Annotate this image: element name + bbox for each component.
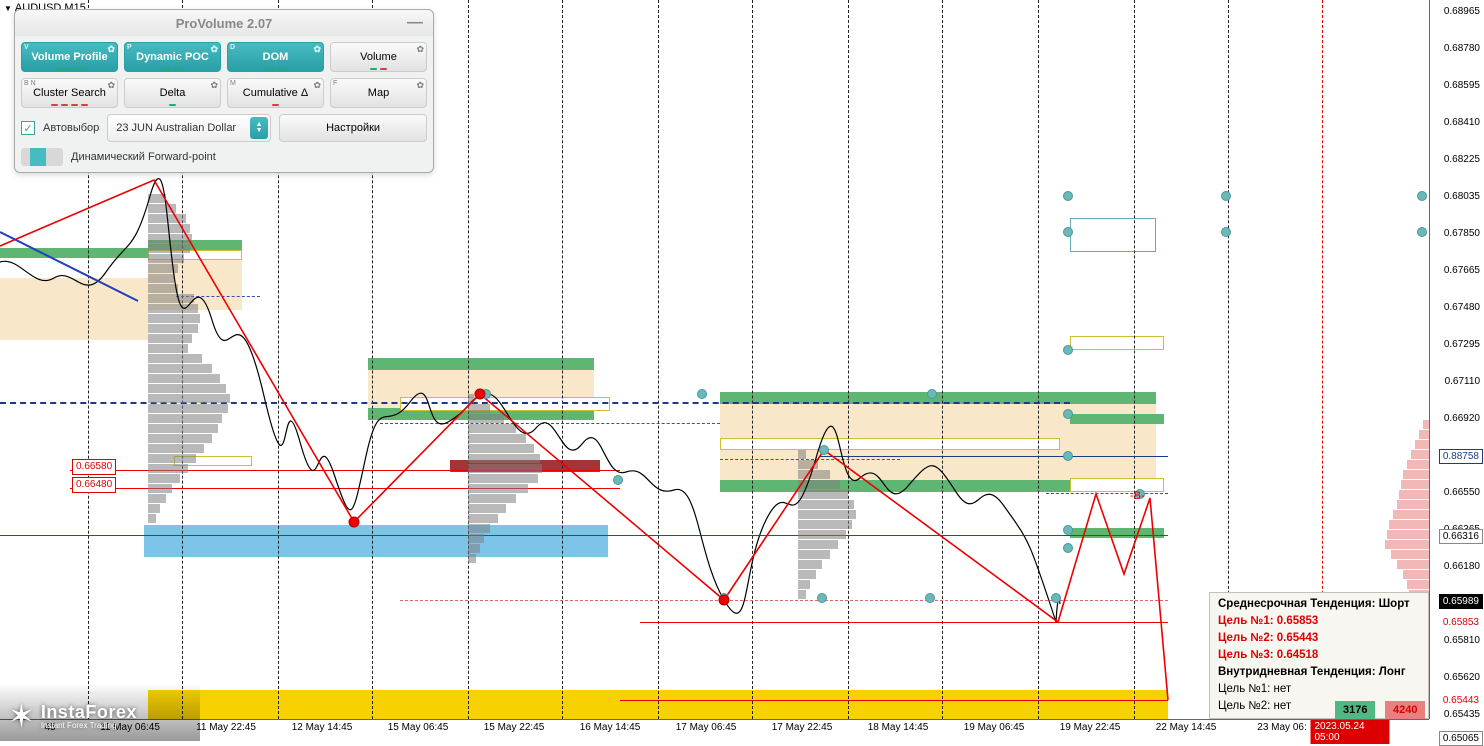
y-tick: 0.68595 [1444, 80, 1480, 91]
instrument-value: 23 JUN Australian Dollar [116, 122, 236, 134]
target-2: Цель №2: 0.65443 [1218, 630, 1420, 647]
y-tick-highlight: 0.88758 [1439, 449, 1483, 464]
target-3: Цель №3: 0.64518 [1218, 647, 1420, 664]
dom-bar [1411, 450, 1429, 459]
x-tick: 19 May 22:45 [1060, 722, 1121, 733]
dom-bar [1399, 490, 1429, 499]
intraday-trend-header: Внутридневная Тенденция: Лонг [1218, 664, 1420, 681]
y-tick: 0.68410 [1444, 117, 1480, 128]
y-tick: 0.67665 [1444, 265, 1480, 276]
x-tick: 19 May 06:45 [964, 722, 1025, 733]
dom-bar [1385, 540, 1429, 549]
target-1: Цель №1: 0.65853 [1218, 613, 1420, 630]
y-tick: 0.65435 [1444, 709, 1480, 720]
pv-btn-dynamic-poc[interactable]: P✿Dynamic POC [124, 42, 221, 72]
target-4: Цель №1: нет [1218, 681, 1420, 698]
zigzag-point-label: -B- [1130, 490, 1145, 502]
dom-bar [1415, 440, 1429, 449]
y-tick: 0.65620 [1444, 672, 1480, 683]
y-tick: 0.66550 [1444, 487, 1480, 498]
y-tick: 0.67480 [1444, 302, 1480, 313]
settings-button[interactable]: Настройки [279, 114, 427, 142]
pv-btn-map[interactable]: F✿Map [330, 78, 427, 108]
panel-row-1: V✿Volume ProfileP✿Dynamic POCD✿DOM✿Volum… [21, 42, 427, 72]
y-tick: 0.68780 [1444, 43, 1480, 54]
x-tick: 22 May 14:45 [1156, 722, 1217, 733]
dom-bar [1407, 460, 1429, 469]
pv-btn-volume-profile[interactable]: V✿Volume Profile [21, 42, 118, 72]
volume-number-box: 3176 [1335, 701, 1375, 719]
dropdown-icon: ▼ [4, 4, 12, 13]
y-tick: 0.66920 [1444, 413, 1480, 424]
forward-point-row: Динамический Forward-point [21, 148, 427, 166]
y-tick: 0.68965 [1444, 6, 1480, 17]
y-tick-highlight: 0.65443 [1439, 693, 1483, 708]
instaforex-logo: ✶ InstaForex Instant Forex Trading [8, 697, 137, 735]
y-tick-highlight: 0.65989 [1439, 594, 1483, 609]
y-tick-highlight: 0.65065 [1439, 731, 1483, 746]
dom-bar [1397, 500, 1429, 509]
panel-title: ProVolume 2.07 [176, 16, 273, 31]
price-label: 0.66480 [72, 477, 116, 493]
y-tick: 0.67850 [1444, 228, 1480, 239]
minimize-icon[interactable]: — [407, 10, 423, 36]
forward-point-toggle[interactable] [21, 148, 63, 166]
dom-bar [1389, 520, 1429, 529]
x-tick: 15 May 22:45 [484, 722, 545, 733]
x-tick-highlight: 2023.05.24 05:00 [1311, 720, 1390, 744]
dom-bar [1403, 570, 1429, 579]
pv-btn-cumulative-[interactable]: M✿Cumulative Δ [227, 78, 324, 108]
x-tick: 12 May 14:45 [292, 722, 353, 733]
panel-body: V✿Volume ProfileP✿Dynamic POCD✿DOM✿Volum… [15, 36, 433, 172]
dom-bar [1401, 480, 1429, 489]
panel-row-2: B N✿Cluster Search✿DeltaM✿Cumulative ΔF✿… [21, 78, 427, 108]
autoselect-label: Автовыбор [43, 122, 99, 134]
pv-btn-delta[interactable]: ✿Delta [124, 78, 221, 108]
y-tick: 0.66180 [1444, 561, 1480, 572]
x-tick: 15 May 06:45 [388, 722, 449, 733]
y-tick-highlight: 0.65853 [1439, 615, 1483, 630]
mid-trend-header: Среднесрочная Тенденция: Шорт [1218, 596, 1420, 613]
x-tick: 16 May 14:45 [580, 722, 641, 733]
y-tick: 0.67110 [1445, 376, 1480, 387]
pv-btn-dom[interactable]: D✿DOM [227, 42, 324, 72]
x-tick: 23 May 06: [1257, 722, 1306, 733]
y-axis: 0.68965 0.68780 0.68595 0.68410 0.68225 0.680… [1429, 0, 1484, 719]
x-tick: 17 May 06:45 [676, 722, 737, 733]
x-tick: 18 May 14:45 [868, 722, 929, 733]
dom-bar [1387, 530, 1429, 539]
logo-text: InstaForex [41, 702, 137, 723]
y-tick: 0.67295 [1444, 339, 1480, 350]
x-axis: 4511 May 06:4511 May 22:4512 May 14:4515… [0, 719, 1429, 741]
forward-point-label: Динамический Forward-point [71, 151, 216, 163]
autoselect-row: ✓ Автовыбор 23 JUN Australian Dollar ▲▼ … [21, 114, 427, 142]
dom-bar [1403, 470, 1429, 479]
y-tick-highlight: 0.66316 [1439, 529, 1483, 544]
instrument-dropdown[interactable]: 23 JUN Australian Dollar ▲▼ [107, 114, 271, 142]
dom-bar [1391, 550, 1429, 559]
y-tick: 0.68225 [1444, 154, 1480, 165]
x-tick: 17 May 22:45 [772, 722, 833, 733]
updown-icon[interactable]: ▲▼ [250, 117, 268, 139]
dom-bar [1397, 560, 1429, 569]
pv-btn-cluster-search[interactable]: B N✿Cluster Search [21, 78, 118, 108]
y-tick: 0.68035 [1444, 191, 1480, 202]
volume-number-box: 4240 [1385, 701, 1425, 719]
dom-bar [1393, 510, 1429, 519]
panel-titlebar[interactable]: ProVolume 2.07 — [15, 10, 433, 36]
autoselect-checkbox[interactable]: ✓ [21, 121, 35, 135]
x-tick: 11 May 22:45 [196, 722, 256, 733]
dom-bar [1407, 580, 1429, 589]
trend-info-box: Среднесрочная Тенденция: Шорт Цель №1: 0… [1209, 592, 1429, 719]
star-icon: ✶ [8, 697, 35, 735]
provolume-panel[interactable]: ProVolume 2.07 — V✿Volume ProfileP✿Dynam… [14, 9, 434, 173]
dom-bar [1419, 430, 1429, 439]
pv-btn-volume[interactable]: ✿Volume [330, 42, 427, 72]
y-tick: 0.65810 [1444, 635, 1480, 646]
price-label: 0.66580 [72, 459, 116, 475]
